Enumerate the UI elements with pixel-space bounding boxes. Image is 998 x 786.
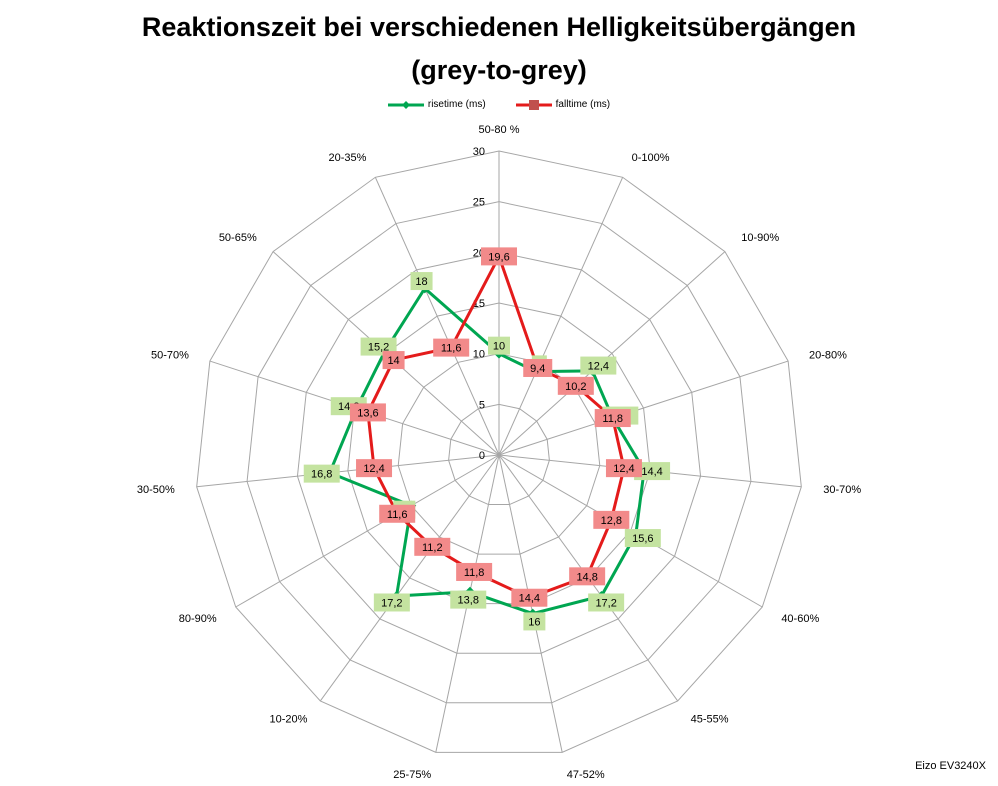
category-label: 10-20% [269, 714, 307, 726]
data-label-bg-fall [557, 376, 594, 395]
data-label-fall: 12,4 [363, 463, 384, 475]
grid-ring [246, 201, 752, 704]
legend: risetime (ms) falltime (ms) [0, 99, 998, 110]
grid-spoke [498, 251, 726, 456]
data-label-bg-fall [594, 409, 631, 428]
data-label-bg-fall [523, 358, 553, 377]
data-label-rise: 13,8 [458, 595, 479, 607]
category-label: 20-80% [809, 349, 847, 361]
legend-fall-marker [515, 99, 552, 110]
data-label-rise: 12,4 [588, 361, 609, 373]
data-label-bg-rise [588, 593, 625, 612]
data-label-bg-rise [580, 356, 617, 375]
data-label-fall: 19,6 [488, 251, 509, 263]
grid-spoke [498, 360, 789, 456]
category-label: 20-35% [328, 152, 366, 164]
data-label-fall: 11,8 [464, 567, 485, 579]
data-label-rise: 15,6 [632, 533, 653, 545]
data-label-bg-fall [356, 459, 393, 478]
data-label-bg-rise [624, 529, 661, 548]
grid-spoke [374, 177, 500, 456]
data-label-fall: 14,8 [576, 571, 597, 583]
tick-label: 30 [473, 146, 485, 158]
chart-title: Reaktionszeit bei verschiedenen Helligke… [141, 12, 857, 42]
data-label-bg-rise [488, 336, 510, 355]
category-label: 50-65% [219, 232, 257, 244]
legend-fall-label: falltime (ms) [555, 99, 611, 110]
grid-spoke [235, 454, 500, 608]
data-label-fall: 14,4 [519, 593, 540, 605]
data-label-fall: 12,4 [613, 463, 634, 475]
data-label-bg-fall [593, 510, 630, 529]
grid-ring [397, 353, 601, 555]
tick-label: 10 [473, 349, 485, 361]
tick-label: 5 [479, 399, 485, 411]
data-label-fall: 13,6 [357, 407, 378, 419]
data-label-rise: 15,2 [368, 342, 389, 354]
legend-item-rise: risetime (ms) [387, 99, 486, 110]
data-label-fall: 11,8 [602, 413, 623, 425]
grid-ring [448, 403, 550, 506]
data-label-rise: 17,2 [381, 597, 402, 609]
data-label-bg-rise [450, 590, 487, 609]
category-label: 10-90% [741, 232, 779, 244]
category-label: 47-52% [567, 769, 605, 781]
data-label-bg-rise [373, 593, 410, 612]
data-label-rise: 16 [528, 616, 540, 628]
data-label-rise: 14,4 [641, 466, 662, 478]
data-label-bg-rise [523, 612, 546, 631]
data-label-bg-fall [414, 537, 451, 556]
tick-label: 25 [473, 197, 485, 209]
legend-rise-marker [387, 100, 424, 109]
category-label: 50-80 % [479, 124, 520, 136]
data-label-rise: 16,8 [311, 469, 332, 481]
category-label: 25-75% [393, 769, 431, 781]
chart-subtitle: (grey-to-grey) [411, 55, 587, 85]
data-label-bg-rise [410, 272, 433, 291]
data-label-bg-rise [634, 462, 671, 481]
grid-spoke [196, 454, 500, 488]
grid-ring [296, 251, 702, 654]
data-label-bg-fall [349, 403, 386, 422]
data-label-bg-fall [605, 459, 642, 478]
grid-ring [196, 150, 802, 753]
legend-item-fall: falltime (ms) [515, 99, 611, 110]
category-label: 40-60% [781, 613, 819, 625]
series-line-rise [328, 286, 646, 616]
grid-spoke [498, 177, 624, 456]
series-line-fall [366, 254, 626, 600]
category-label: 30-50% [137, 484, 175, 496]
data-label-fall: 9,4 [530, 363, 545, 375]
data-label-fall: 11,6 [387, 509, 408, 521]
data-label-fall: 11,2 [422, 542, 443, 554]
data-label-bg-fall [456, 562, 493, 581]
data-label-fall: 12,8 [601, 515, 622, 527]
data-label-fall: 14 [387, 355, 399, 367]
data-label-bg-fall [569, 567, 606, 586]
data-label-bg-fall [379, 504, 416, 523]
data-label-rise: 18 [415, 276, 427, 288]
data-label-rise: 10 [493, 341, 505, 353]
category-label: 30-70% [823, 484, 861, 496]
data-label-bg-fall [511, 588, 548, 607]
tick-label: 0 [479, 450, 485, 462]
data-label-fall: 10,2 [565, 381, 586, 393]
watermark: Eizo EV3240X [915, 760, 986, 772]
grid-spoke [319, 454, 500, 702]
category-label: 50-70% [151, 349, 189, 361]
legend-rise-label: risetime (ms) [427, 99, 486, 110]
data-label-bg-rise [303, 464, 340, 483]
data-label-fall: 11,6 [441, 343, 462, 355]
data-label-rise: 17,2 [595, 597, 616, 609]
data-label-bg-fall [433, 338, 470, 357]
data-label-bg-fall [481, 247, 517, 266]
data-label-bg-fall [382, 351, 405, 370]
category-label: 80-90% [179, 613, 217, 625]
category-label: 0-100% [632, 152, 670, 164]
category-label: 45-55% [691, 714, 729, 726]
